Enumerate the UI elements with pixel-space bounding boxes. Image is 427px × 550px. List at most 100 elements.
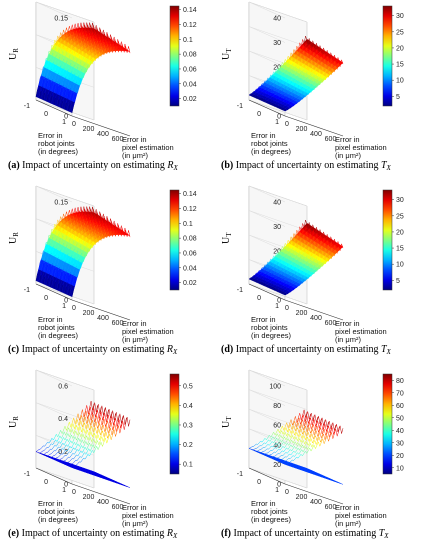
mesh-trace [321, 433, 323, 439]
mesh-trace [331, 427, 334, 435]
mesh-trace [82, 206, 85, 214]
mesh-trace [85, 405, 87, 412]
mesh-trace [326, 61, 329, 68]
mesh-trace [111, 416, 114, 425]
mesh-trace [112, 429, 115, 435]
mesh-trace [72, 220, 75, 228]
mesh-trace [50, 44, 53, 53]
mesh-trace [300, 271, 303, 276]
mesh-trace [122, 45, 125, 53]
mesh-trace [341, 428, 344, 434]
mesh-trace [60, 87, 63, 95]
mesh-trace [112, 424, 115, 430]
mesh-trace [289, 438, 292, 442]
mesh-trace [96, 238, 99, 243]
mesh-trace [68, 288, 71, 296]
mesh-trace [79, 437, 82, 442]
mesh-trace [96, 31, 99, 39]
mesh-trace [61, 461, 63, 464]
mesh-trace [81, 56, 84, 64]
mesh-trace [257, 86, 260, 90]
mesh-trace [266, 282, 268, 285]
mesh-trace [280, 269, 283, 273]
mesh-trace [325, 64, 328, 68]
mesh-trace [289, 285, 292, 289]
mesh-trace [281, 94, 284, 97]
mesh-trace [100, 36, 103, 44]
mesh-trace [62, 235, 65, 238]
mesh-trace [265, 278, 268, 281]
mesh-trace [97, 36, 100, 44]
mesh-trace [327, 250, 330, 257]
mesh-trace [297, 67, 300, 73]
mesh-trace [312, 75, 315, 81]
mesh-trace [61, 84, 64, 88]
mesh-trace [316, 54, 318, 61]
mesh-trace [267, 444, 270, 446]
mesh-trace [100, 430, 103, 436]
mesh-trace [292, 444, 295, 448]
y-tick-label: 1 [275, 303, 279, 310]
mesh-trace [108, 422, 111, 429]
mesh-trace [82, 422, 85, 428]
caption-d: (d) Impact of uncertainty on estimating … [221, 344, 391, 356]
mesh-trace [310, 448, 313, 452]
mesh-trace [90, 425, 92, 431]
mesh-trace [312, 415, 315, 421]
mesh-trace [300, 223, 303, 231]
mesh-trace [262, 280, 265, 283]
mesh-trace [105, 225, 108, 233]
mesh-trace [101, 39, 104, 46]
mesh-trace [285, 266, 287, 268]
mesh-trace [57, 441, 60, 445]
mesh-trace [283, 59, 286, 65]
mesh-trace [305, 421, 308, 428]
mesh-trace [93, 421, 96, 427]
z-axis-label: UT [221, 416, 233, 428]
z-tick-label: 80 [273, 403, 281, 410]
mesh-trace [296, 70, 299, 73]
mesh-trace [325, 419, 328, 428]
mesh-trace [66, 237, 69, 240]
mesh-trace [295, 60, 298, 64]
mesh-trace [302, 64, 305, 68]
mesh-trace [303, 84, 306, 89]
mesh-trace [295, 452, 298, 455]
mesh-trace [287, 438, 290, 442]
mesh-trace [269, 99, 272, 102]
mesh-trace [77, 419, 79, 426]
mesh-trace [292, 440, 295, 444]
mesh-trace [294, 92, 297, 96]
mesh-trace [70, 440, 73, 444]
mesh-trace [283, 426, 286, 431]
mesh-trace [289, 429, 292, 434]
mesh-trace [326, 421, 329, 428]
colorbar-tick-label: 20 [396, 453, 404, 460]
mesh-trace [274, 68, 277, 74]
mesh-trace [73, 216, 76, 222]
mesh-trace [101, 223, 104, 230]
mesh-trace [88, 55, 91, 62]
mesh-trace [92, 47, 95, 53]
mesh-trace [99, 435, 102, 441]
z-tick-label: 0 [277, 482, 281, 489]
mesh-trace [341, 59, 344, 65]
colorbar-gradient [382, 5, 393, 107]
mesh-trace [302, 263, 305, 269]
mesh-trace [286, 239, 289, 246]
z-tick-label: 0 [64, 298, 68, 305]
mesh-trace [280, 62, 283, 68]
mesh-trace [304, 79, 307, 82]
mesh-trace [72, 64, 75, 72]
mesh-trace [310, 433, 313, 438]
z-tick-label: 0.15 [54, 200, 68, 207]
mesh-trace [71, 423, 74, 429]
mesh-trace [297, 85, 300, 90]
mesh-trace [103, 419, 106, 427]
mesh-trace [321, 422, 324, 430]
mesh-trace [46, 251, 49, 253]
mesh-trace [64, 426, 67, 431]
mesh-trace [300, 87, 303, 92]
mesh-trace [297, 264, 300, 267]
